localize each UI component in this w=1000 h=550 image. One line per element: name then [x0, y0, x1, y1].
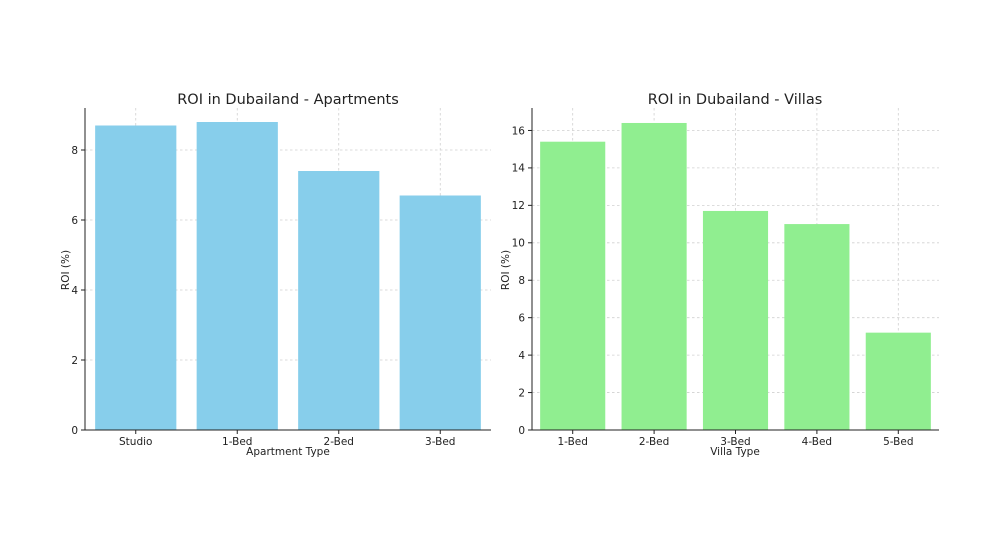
x-tick-label: Studio: [119, 436, 152, 448]
bar: [196, 122, 278, 430]
y-tick-label: 8: [518, 275, 525, 287]
bar: [399, 195, 481, 430]
x-tick-label: 3-Bed: [425, 436, 455, 448]
bar: [865, 332, 931, 430]
y-axis-label: ROI (%): [60, 250, 72, 290]
bar: [621, 122, 687, 430]
villas-chart: ROI in Dubailand - Villas Villa Type ROI…: [500, 92, 939, 458]
x-tick-label: 5-Bed: [883, 436, 913, 448]
y-tick-label: 10: [512, 238, 525, 250]
y-tick-label: 6: [518, 312, 525, 324]
y-tick-label: 0: [518, 425, 525, 437]
apartments-chart: ROI in Dubailand - Apartments Apartment …: [60, 92, 491, 458]
x-tick-label: 2-Bed: [324, 436, 354, 448]
y-tick-label: 2: [71, 355, 78, 367]
bar: [298, 171, 380, 430]
bar: [702, 210, 769, 430]
chart-title: ROI in Dubailand - Villas: [648, 92, 823, 108]
y-tick-label: 6: [71, 215, 78, 227]
x-axis-label: Apartment Type: [246, 446, 330, 458]
y-tick-label: 14: [512, 163, 526, 175]
x-tick-label: 4-Bed: [802, 436, 832, 448]
y-tick-label: 8: [71, 145, 78, 157]
x-tick-label: 1-Bed: [557, 436, 587, 448]
y-tick-label: 4: [71, 285, 78, 297]
y-axis-label: ROI (%): [500, 250, 512, 290]
x-tick-label: 3-Bed: [720, 436, 750, 448]
bar: [95, 125, 177, 430]
x-tick-label: 1-Bed: [222, 436, 252, 448]
chart-title: ROI in Dubailand - Apartments: [177, 92, 399, 108]
bar: [784, 224, 850, 430]
x-tick-label: 2-Bed: [639, 436, 669, 448]
bar: [540, 141, 606, 430]
y-tick-label: 0: [71, 425, 78, 437]
y-tick-label: 2: [518, 387, 525, 399]
y-tick-label: 4: [518, 350, 525, 362]
y-tick-label: 12: [512, 200, 525, 212]
x-axis-label: Villa Type: [710, 446, 760, 458]
y-tick-label: 16: [512, 125, 526, 137]
